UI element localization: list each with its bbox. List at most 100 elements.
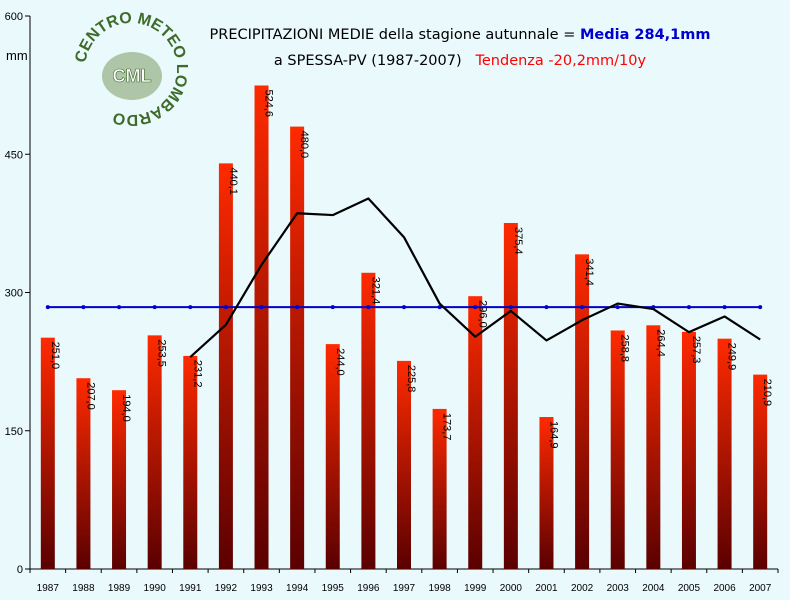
bar-1994 bbox=[290, 126, 305, 569]
moving-average-path bbox=[189, 197, 761, 358]
mean-marker bbox=[580, 305, 585, 310]
mean-marker bbox=[45, 305, 50, 310]
bar-value-label: 231,2 bbox=[191, 360, 203, 388]
mean-marker bbox=[615, 305, 620, 310]
x-tick-label: 1996 bbox=[357, 583, 380, 594]
mean-marker bbox=[81, 305, 86, 310]
title-line-1: PRECIPITAZIONI MEDIE della stagione autu… bbox=[190, 22, 730, 48]
mean-marker bbox=[402, 305, 406, 310]
y-tick-label: 150 bbox=[5, 426, 23, 438]
mean-line bbox=[45, 305, 763, 310]
x-tick-label: 1991 bbox=[179, 583, 202, 594]
bar-2003 bbox=[610, 330, 625, 569]
x-tick-labels: 1987 1988 1989 1990 1991 1992 1993 1994 1995 1996… bbox=[37, 583, 772, 594]
x-tick-label: 2001 bbox=[535, 583, 558, 594]
title-line-2: a SPESSA-PV (1987-2007) Tendenza -20,2mm… bbox=[190, 48, 730, 74]
bar-2006 bbox=[717, 338, 732, 569]
title-mean-highlight: Media 284,1mm bbox=[579, 27, 711, 43]
mean-marker bbox=[437, 305, 442, 310]
bar-value-label: 257,3 bbox=[690, 336, 702, 364]
title-trend-highlight: Tendenza -20,2mm/10y bbox=[475, 53, 647, 69]
mean-marker bbox=[117, 305, 122, 310]
mean-marker bbox=[508, 305, 513, 310]
mean-marker bbox=[758, 305, 763, 310]
x-tick-label: 2006 bbox=[713, 583, 736, 594]
bar-value-label: 321,4 bbox=[369, 277, 381, 305]
bar-labels: 251,0 207,0 194,0 253,5 231,2 440,1 524,6 480,0… bbox=[49, 89, 773, 448]
x-tick-label: 1997 bbox=[393, 583, 416, 594]
x-tick-label: 1988 bbox=[72, 583, 95, 594]
y-tick-label: 600 bbox=[5, 11, 23, 23]
bar-value-label: 249,9 bbox=[726, 343, 738, 371]
bar-value-label: 296,0 bbox=[476, 300, 488, 328]
bar-value-label: 264,4 bbox=[654, 329, 666, 357]
lombardy-map-icon bbox=[102, 52, 162, 100]
logo-center-text: CML bbox=[113, 66, 152, 86]
y-tick-labels: 0 150 300 450 600 bbox=[5, 11, 23, 576]
bar-1995 bbox=[325, 344, 340, 569]
x-tick-label: 2004 bbox=[642, 583, 665, 594]
x-tick-label: 1987 bbox=[37, 583, 60, 594]
bar-value-label: 210,9 bbox=[761, 379, 773, 407]
cml-logo: CENTRO METEO LOMBARDO CML bbox=[72, 10, 190, 128]
mean-marker bbox=[188, 305, 193, 310]
bar-value-label: 225,8 bbox=[405, 365, 417, 393]
bar-2005 bbox=[681, 331, 696, 569]
bar-1989 bbox=[112, 390, 127, 569]
bar-1987 bbox=[40, 337, 55, 569]
bar-value-label: 173,7 bbox=[441, 413, 453, 441]
mean-marker bbox=[330, 305, 335, 310]
x-tick-label: 1989 bbox=[108, 583, 131, 594]
mean-marker bbox=[295, 305, 300, 310]
bar-value-label: 375,4 bbox=[512, 227, 524, 255]
bar-value-label: 341,4 bbox=[583, 258, 595, 286]
bar-2000 bbox=[503, 223, 518, 569]
x-tick-label: 2003 bbox=[607, 583, 630, 594]
mean-marker bbox=[152, 305, 157, 310]
bar-1992 bbox=[218, 163, 233, 569]
bar-1996 bbox=[361, 272, 376, 569]
y-tick-label: 0 bbox=[17, 564, 23, 576]
x-tick-label: 1993 bbox=[250, 583, 273, 594]
x-tick-label: 1992 bbox=[215, 583, 238, 594]
bar-2007 bbox=[753, 374, 768, 569]
x-tick-label: 2007 bbox=[749, 583, 772, 594]
moving-average-line bbox=[189, 197, 761, 358]
bar-value-label: 258,8 bbox=[619, 334, 631, 362]
bar-1993 bbox=[254, 85, 269, 570]
mean-marker bbox=[544, 305, 549, 310]
bar-1991 bbox=[183, 355, 198, 569]
x-tick-label: 2000 bbox=[500, 583, 523, 594]
bar-value-label: 253,5 bbox=[156, 339, 168, 367]
bar-value-label: 164,9 bbox=[547, 421, 559, 449]
bar-2004 bbox=[646, 325, 661, 569]
mean-marker bbox=[223, 305, 228, 310]
bar-value-label: 194,0 bbox=[120, 394, 132, 422]
chart-title: PRECIPITAZIONI MEDIE della stagione autu… bbox=[190, 22, 730, 74]
bar-value-label: 480,0 bbox=[298, 131, 310, 159]
x-tick-label: 2002 bbox=[571, 583, 594, 594]
bar-value-label: 251,0 bbox=[49, 342, 61, 370]
bar-1997 bbox=[397, 360, 411, 569]
bar-1988 bbox=[76, 378, 91, 569]
y-tick-label: 450 bbox=[5, 149, 23, 161]
mean-marker bbox=[473, 305, 478, 310]
x-tick-label: 1994 bbox=[286, 583, 309, 594]
x-tick-label: 1995 bbox=[322, 583, 345, 594]
bar-1999 bbox=[468, 296, 483, 569]
y-axis-label: mm bbox=[6, 48, 28, 63]
mean-marker bbox=[366, 305, 371, 310]
x-tick-label: 1999 bbox=[464, 583, 487, 594]
mean-marker bbox=[686, 305, 691, 310]
x-tick-label: 1990 bbox=[144, 583, 167, 594]
bar-1990 bbox=[147, 335, 162, 569]
title-line-1-text: PRECIPITAZIONI MEDIE della stagione autu… bbox=[209, 27, 580, 43]
bar-value-label: 244,0 bbox=[334, 348, 346, 376]
bar-2002 bbox=[575, 254, 590, 569]
bar-value-label: 524,6 bbox=[263, 89, 275, 117]
bar-2001 bbox=[539, 417, 554, 569]
bars bbox=[40, 85, 768, 570]
x-tick-label: 2005 bbox=[678, 583, 701, 594]
mean-marker bbox=[259, 305, 264, 310]
